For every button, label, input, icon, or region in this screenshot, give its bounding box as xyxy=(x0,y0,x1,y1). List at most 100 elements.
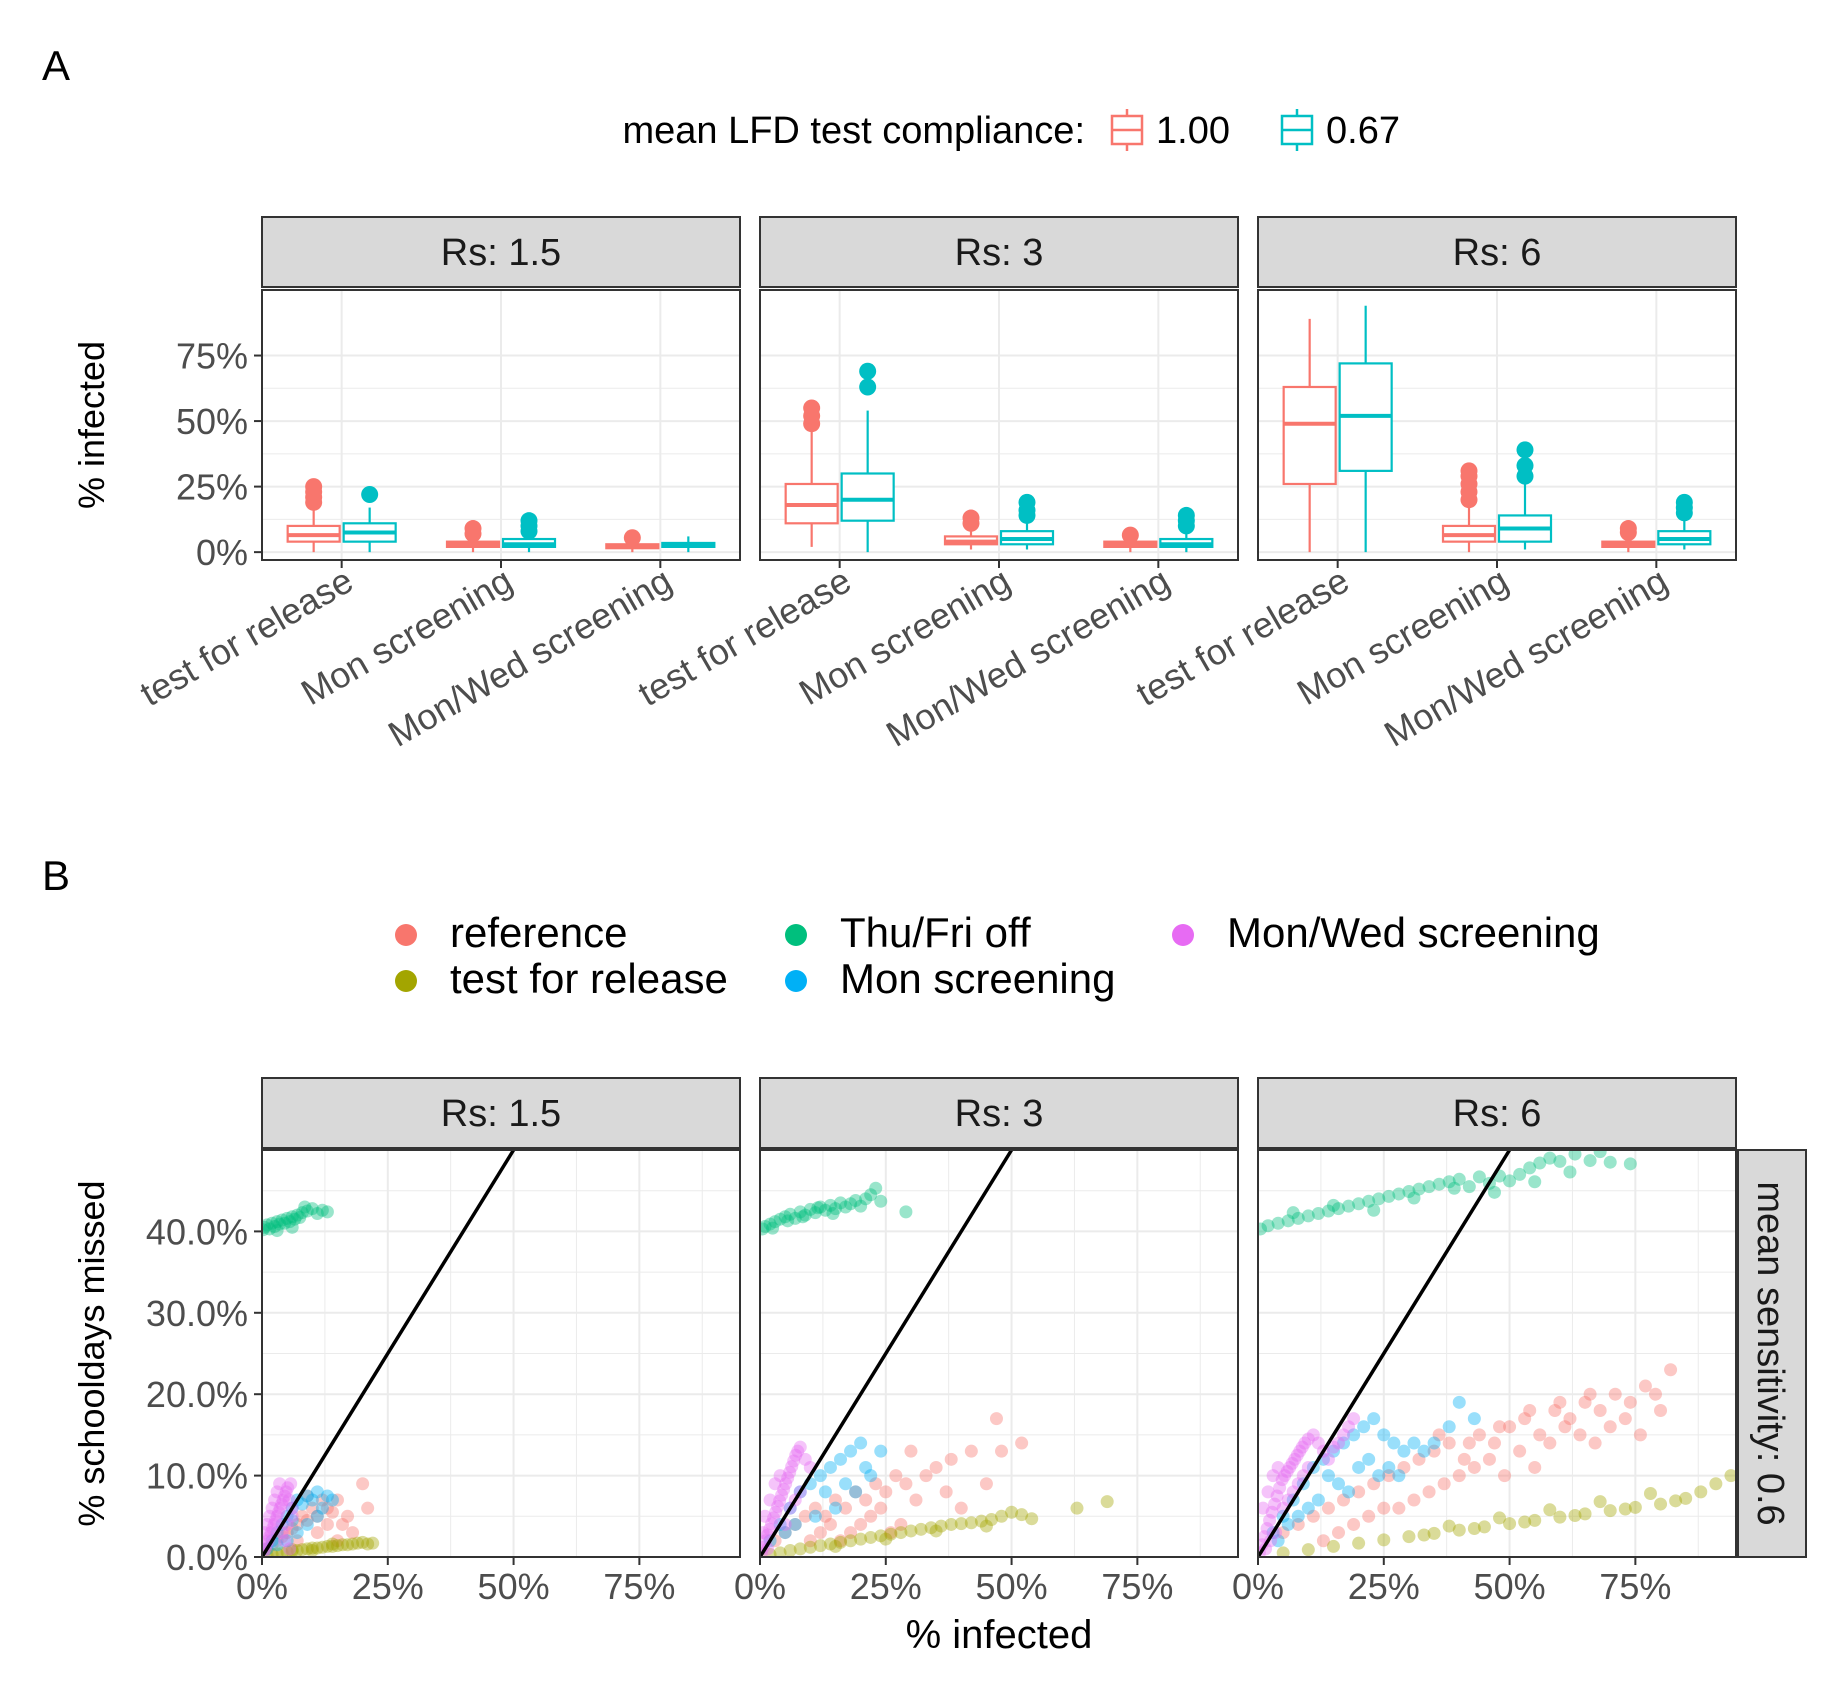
point-thu-fri-off xyxy=(1321,1204,1335,1218)
point-thu-fri-off xyxy=(273,1217,287,1231)
reference-line xyxy=(760,1150,1014,1557)
point-mon-screening xyxy=(290,1526,304,1540)
point-thu-fri-off xyxy=(1513,1167,1527,1181)
point-reference xyxy=(1377,1501,1391,1515)
point-mon-screening xyxy=(828,1501,842,1515)
point-mon-screening xyxy=(1467,1412,1481,1426)
point-reference xyxy=(1412,1452,1426,1466)
point-mon-wed-screening xyxy=(1266,1469,1280,1483)
point-mon-screening xyxy=(808,1509,822,1523)
point-mon-wed-screening xyxy=(1263,1513,1277,1527)
point-reference xyxy=(1352,1485,1366,1499)
reference-line xyxy=(262,1150,516,1557)
point-reference xyxy=(1654,1403,1668,1417)
point-thu-fri-off xyxy=(834,1196,848,1210)
point-reference xyxy=(1337,1493,1351,1507)
point-test-for-release xyxy=(828,1539,842,1553)
point-reference xyxy=(1553,1395,1567,1409)
point-thu-fri-off xyxy=(766,1221,780,1235)
point-thu-fri-off xyxy=(828,1202,842,1216)
point-thu-fri-off xyxy=(278,1216,292,1230)
point-thu-fri-off xyxy=(1432,1177,1446,1191)
point-reference xyxy=(1588,1436,1602,1450)
point-mon-screening xyxy=(1367,1412,1381,1426)
point-thu-fri-off xyxy=(280,1211,294,1225)
point-mon-wed-screening xyxy=(781,1471,795,1485)
point-reference xyxy=(909,1493,923,1507)
point-thu-fri-off xyxy=(1281,1214,1295,1228)
point-mon-wed-screening xyxy=(278,1489,292,1503)
facet-strip xyxy=(261,1077,741,1149)
box-outlier xyxy=(1460,462,1478,480)
panel-border xyxy=(261,1149,741,1558)
point-reference xyxy=(1503,1420,1517,1434)
series-thu-fri-off xyxy=(1258,1150,1637,1236)
x-tick-label: 0% xyxy=(236,1566,288,1607)
point-mon-wed-screening xyxy=(1278,1469,1292,1483)
point-mon-wed-screening xyxy=(1265,1505,1279,1519)
point-thu-fri-off xyxy=(899,1205,913,1219)
panel-border xyxy=(759,1149,1239,1558)
point-mon-screening xyxy=(1281,1517,1295,1531)
point-mon-wed-screening xyxy=(269,1513,283,1527)
point-mon-screening xyxy=(834,1452,848,1466)
point-mon-wed-screening xyxy=(1332,1436,1346,1450)
point-reference xyxy=(1367,1477,1381,1491)
point-mon-wed-screening xyxy=(1283,1460,1297,1474)
point-reference xyxy=(1498,1469,1512,1483)
y-tick-label: 30.0% xyxy=(146,1293,248,1334)
point-thu-fri-off xyxy=(788,1211,802,1225)
point-reference xyxy=(1608,1387,1622,1401)
point-reference xyxy=(1422,1485,1436,1499)
point-thu-fri-off xyxy=(285,1220,299,1234)
point-mon-wed-screening xyxy=(1337,1428,1351,1442)
series-thu-fri-off xyxy=(760,1181,913,1236)
legend-b-key-thu-fri-off: Thu/Fri off xyxy=(785,909,1031,956)
point-mon-wed-screening xyxy=(283,1542,297,1556)
box-1-00-mon-screening xyxy=(1441,462,1497,553)
point-test-for-release xyxy=(914,1522,928,1536)
point-thu-fri-off xyxy=(760,1220,772,1234)
point-thu-fri-off xyxy=(1543,1151,1557,1165)
point-mon-screening xyxy=(1377,1428,1391,1442)
point-mon-screening xyxy=(1382,1460,1396,1474)
facet-b-rs-1-5: Rs: 1.5 0% 25% 50% 75% 0.0% 10.0% 20.0% 30.0% 40.… xyxy=(146,1077,741,1607)
y-tick-label: 50% xyxy=(176,401,248,442)
point-mon-wed-screening xyxy=(278,1534,292,1548)
point-thu-fri-off xyxy=(826,1206,840,1220)
point-reference xyxy=(1397,1460,1411,1474)
point-test-for-release xyxy=(295,1543,309,1557)
point-mon-wed-screening xyxy=(775,1488,789,1502)
point-thu-fri-off xyxy=(298,1200,312,1214)
point-thu-fri-off xyxy=(1326,1198,1340,1212)
box-outlier xyxy=(520,512,538,530)
point-thu-fri-off xyxy=(305,1202,319,1216)
point-mon-wed-screening xyxy=(1273,1481,1287,1495)
legend-a: mean LFD test compliance: 1.00 0.67 xyxy=(622,109,1400,152)
point-reference xyxy=(828,1493,842,1507)
point-thu-fri-off xyxy=(1528,1175,1542,1189)
legend-b-dot xyxy=(1172,924,1194,946)
series-reference xyxy=(262,1477,375,1556)
point-mon-wed-screening xyxy=(1268,1497,1282,1511)
point-reference xyxy=(300,1489,314,1503)
point-reference xyxy=(844,1526,858,1540)
point-test-for-release xyxy=(934,1519,948,1533)
point-mon-wed-screening xyxy=(265,1501,279,1515)
point-test-for-release xyxy=(773,1546,787,1557)
point-thu-fri-off xyxy=(268,1220,282,1234)
point-thu-fri-off xyxy=(763,1217,777,1231)
point-test-for-release xyxy=(864,1530,878,1544)
point-mon-screening xyxy=(1397,1444,1411,1458)
point-reference xyxy=(1452,1469,1466,1483)
point-reference xyxy=(939,1485,953,1499)
point-mon-screening xyxy=(839,1477,853,1491)
x-tick-label: 25% xyxy=(352,1566,424,1607)
point-mon-screening xyxy=(788,1517,802,1531)
point-test-for-release xyxy=(1503,1517,1517,1531)
x-tick-label: 75% xyxy=(1599,1566,1671,1607)
point-thu-fri-off xyxy=(1603,1155,1617,1169)
point-thu-fri-off xyxy=(1261,1219,1275,1233)
facet-strip-label: Rs: 3 xyxy=(955,232,1044,274)
point-reference xyxy=(1276,1526,1290,1540)
